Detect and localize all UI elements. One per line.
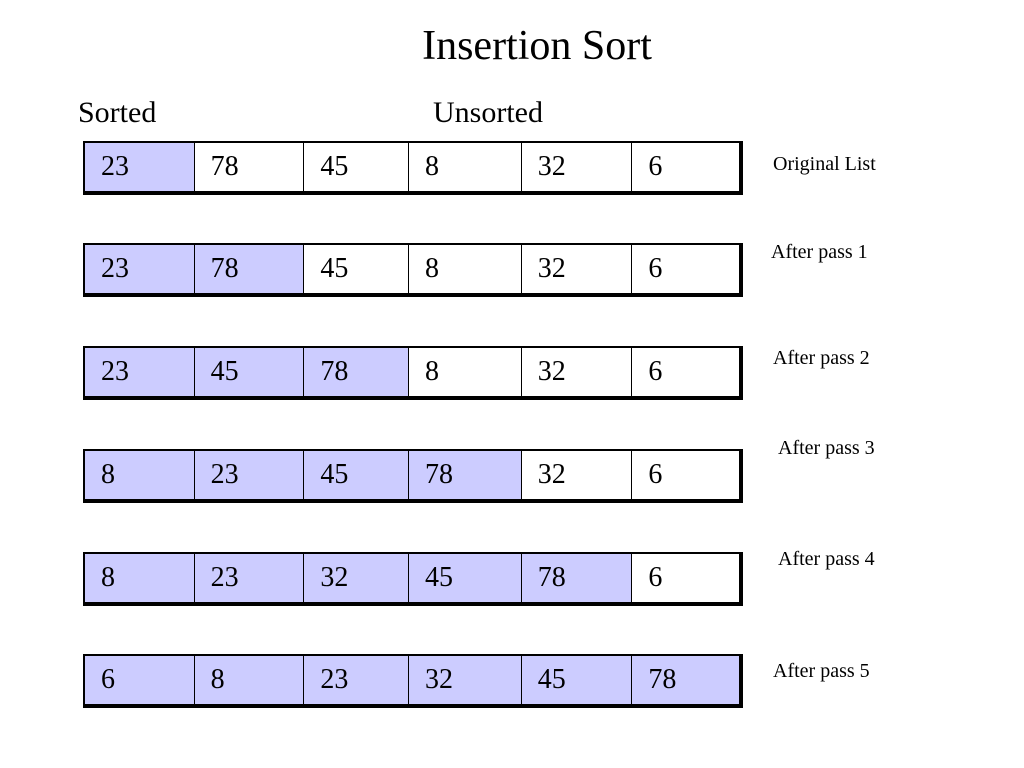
array-cell: 78 (409, 451, 522, 499)
array-cell: 23 (304, 656, 410, 704)
array-cell: 8 (409, 245, 522, 293)
pass-caption: Original List (773, 153, 876, 175)
array-cell: 8 (409, 348, 522, 396)
array-cell: 45 (304, 143, 410, 191)
diagram-title: Insertion Sort (422, 23, 652, 69)
pass-caption: After pass 4 (778, 548, 875, 570)
array-cell: 6 (648, 151, 663, 182)
array-cell: 78 (632, 656, 740, 704)
array-row: 8 23 45 78 32 6 (83, 449, 743, 503)
array-cell: 6 (648, 562, 663, 593)
array-cell: 23 (194, 554, 305, 602)
array-row: 23 78 45 8 32 6 (83, 243, 743, 297)
array-cell: 45 (304, 245, 410, 293)
array-cell: 6 (648, 356, 663, 387)
array-cell: 8 (194, 656, 305, 704)
array-cell: 23 (194, 451, 305, 499)
array-cell: 32 (522, 451, 633, 499)
pass-caption: After pass 3 (778, 437, 875, 459)
array-row: 8 23 32 45 78 6 (83, 552, 743, 606)
array-cell: 6 (648, 459, 663, 490)
array-cell: 32 (522, 348, 633, 396)
array-cell: 78 (195, 143, 305, 191)
array-row: 23 45 78 8 32 6 (83, 346, 743, 400)
pass-caption: After pass 1 (771, 241, 868, 263)
array-cell: 32 (522, 143, 633, 191)
array-cell: 23 (85, 143, 195, 191)
array-cell: 6 (648, 253, 663, 284)
pass-caption: After pass 2 (773, 347, 870, 369)
array-cell: 8 (85, 554, 195, 602)
array-cell: 45 (521, 656, 633, 704)
sorted-header: Sorted (78, 96, 157, 129)
array-cell: 78 (521, 554, 633, 602)
array-row: 23 78 45 8 32 6 (83, 141, 743, 195)
array-cell: 45 (304, 451, 410, 499)
unsorted-header: Unsorted (433, 96, 543, 129)
array-cell: 23 (85, 348, 195, 396)
array-cell: 45 (194, 348, 305, 396)
array-cell: 32 (522, 245, 633, 293)
array-cell: 45 (409, 554, 522, 602)
array-cell: 78 (194, 245, 305, 293)
array-row: 6 8 23 32 45 78 (83, 654, 743, 708)
pass-caption: After pass 5 (773, 660, 870, 682)
array-cell: 32 (409, 656, 522, 704)
array-cell: 8 (409, 143, 522, 191)
array-cell: 23 (85, 245, 195, 293)
array-cell: 78 (304, 348, 410, 396)
array-cell: 8 (85, 451, 195, 499)
array-cell: 6 (85, 656, 195, 704)
array-cell: 32 (304, 554, 410, 602)
